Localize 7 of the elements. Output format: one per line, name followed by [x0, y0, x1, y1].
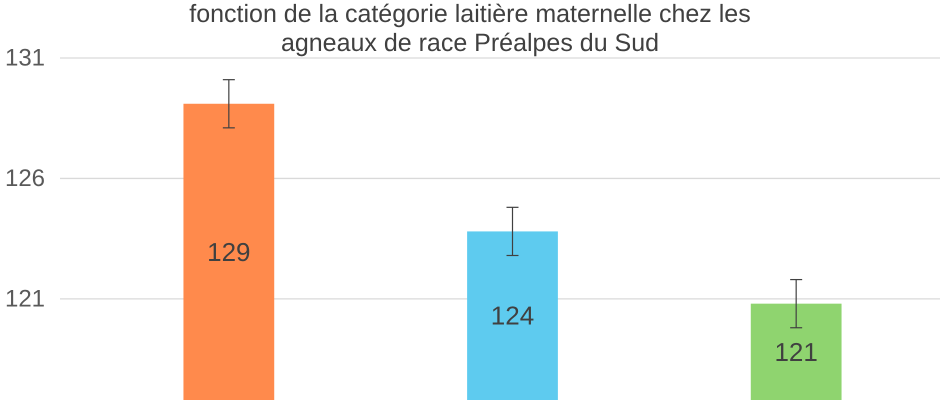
data-label: 129: [207, 236, 251, 267]
data-label: 121: [774, 336, 818, 367]
chart-title: fonction de la catégorie laitière maternelle chez les agneaux de race Préalpes du Sud: [189, 0, 751, 57]
y-tick-label: 126: [4, 165, 46, 192]
y-tick-label: 121: [4, 286, 46, 313]
y-tick-label: 131: [4, 44, 46, 72]
data-label: 124: [490, 300, 534, 331]
